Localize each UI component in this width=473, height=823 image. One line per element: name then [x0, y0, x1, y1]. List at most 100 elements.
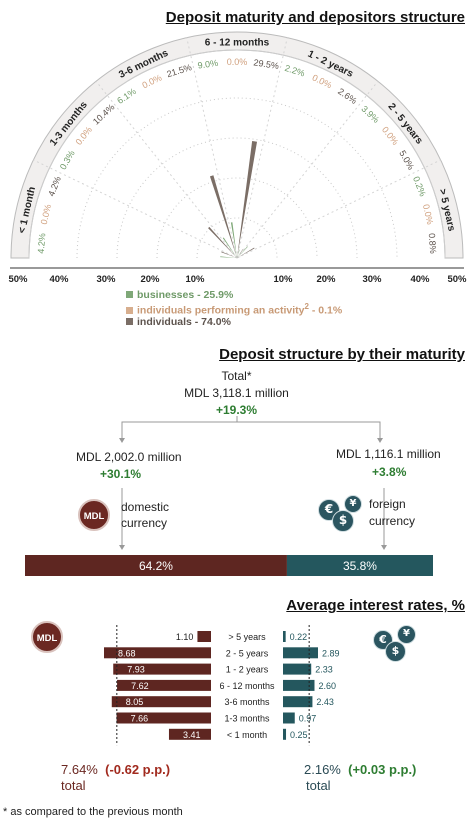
mdl-rate-bar	[117, 679, 211, 691]
total-change: +19.3%	[215, 403, 258, 417]
value-label: 0.0%	[227, 57, 248, 67]
domestic-label-line1: domestic	[121, 500, 170, 514]
legend-label-businesses: businesses - 25.9%	[137, 289, 234, 301]
yen-icon-2: ¥	[397, 625, 416, 644]
value-label: 0.8%	[427, 233, 439, 254]
grid-arc-20	[156, 177, 318, 259]
fx-rate-label: 0.97	[299, 714, 317, 724]
fx-rate-label: 0.22	[290, 632, 308, 642]
fx-rate-label: 2.60	[318, 681, 336, 691]
rate-category-label: 6 - 12 months	[219, 681, 275, 691]
tick-label: 40%	[49, 274, 69, 285]
fx-rate-bar	[283, 663, 312, 675]
tick-label: 30%	[96, 274, 116, 285]
bar-businesses	[237, 249, 240, 258]
legend-businesses: businesses - 25.9%	[126, 289, 233, 301]
grid-arc-10	[196, 217, 278, 259]
domestic-change: +30.1%	[100, 467, 142, 481]
rates-title: Average interest rates, %	[286, 597, 465, 614]
mdl-total-change: 7.64% (-0.62 p.p.)	[61, 762, 170, 777]
rate-category-label: 2 - 5 years	[226, 648, 269, 658]
tick-label: 10%	[273, 274, 293, 285]
tick-label: 50%	[447, 274, 467, 285]
tick-label: 40%	[410, 274, 430, 285]
mdl-rates-icon: MDL	[31, 621, 63, 653]
mdl-rate-bar	[113, 663, 211, 675]
grid-arc-30	[116, 137, 358, 259]
value-label: 0.0%	[39, 203, 53, 225]
currency-share-bar: 64.2% 35.8%	[25, 555, 433, 576]
legend-individuals-activity: individuals performing an activity2 - 0.…	[126, 302, 342, 317]
bar-individuals	[237, 249, 244, 258]
rate-category-label: 1 - 2 years	[226, 665, 269, 675]
fx-rate-label: 0.25	[290, 730, 308, 740]
bar-individuals	[237, 140, 258, 258]
mdl-rate-label: 7.93	[127, 665, 145, 675]
mdl-rate-label: 7.62	[131, 681, 149, 691]
foreign-label-line2: currency	[369, 514, 416, 528]
legend-label-individuals: individuals - 74.0%	[137, 316, 231, 328]
share-label: 64.2%	[139, 559, 173, 573]
footnote: * as compared to the previous month	[3, 806, 183, 818]
fx-total-value: 2.16%	[304, 762, 341, 777]
value-label: 29.5%	[253, 57, 280, 71]
bar-individuals	[208, 226, 237, 258]
share-segment-foreign	[286, 555, 433, 576]
mdl-rate-label: 7.66	[131, 714, 149, 724]
legend-label-individuals-activity: individuals performing an activity	[137, 304, 305, 317]
fx-total-change: 2.16% (+0.03 p.p.)	[304, 762, 416, 777]
legend-swatch-businesses	[126, 291, 133, 298]
share-label: 35.8%	[343, 559, 377, 573]
fx-change-value: (+0.03 p.p.)	[348, 762, 417, 777]
domestic-value: MDL 2,002.0 million	[76, 450, 182, 464]
connector-lines	[119, 416, 387, 550]
structure-title: Deposit structure by their maturity	[219, 346, 465, 363]
fx-total-word: total	[306, 778, 331, 793]
value-label: 4.2%	[36, 233, 48, 254]
legend-swatch-individuals-activity	[126, 306, 133, 314]
rate-category-label: 1-3 months	[224, 714, 270, 724]
category-label: 6 - 12 months	[205, 38, 270, 49]
tick-label: 10%	[185, 274, 205, 285]
mdl-rate-label: 1.10	[176, 632, 194, 642]
inner-arc	[28, 49, 446, 259]
foreign-change: +3.8%	[372, 465, 407, 479]
tick-label: 20%	[140, 274, 160, 285]
mdl-rate-bar	[197, 631, 211, 642]
interest-rates-chart: 1.10 0.22 > 5 years 8.68 2.89 2 - 5 years 7.93…	[104, 625, 340, 746]
dollar-icon-2: $	[385, 641, 406, 662]
bar-individuals	[221, 251, 237, 258]
bar-individuals	[237, 247, 255, 258]
mdl-total-value: 7.64%	[61, 762, 98, 777]
fx-rate-bar	[283, 631, 286, 642]
mdl-rate-label: 8.68	[118, 648, 136, 658]
tick-label: 20%	[316, 274, 336, 285]
bar-businesses	[237, 246, 248, 258]
yen-icon: ¥	[344, 495, 362, 513]
rate-category-label: > 5 years	[228, 632, 266, 642]
fx-rate-bar	[283, 728, 287, 740]
fx-rate-label: 2.33	[315, 665, 333, 675]
radial-chart: 50% 40% 30% 20% 10% 10% 20% 30% 40% 50%< 1 month1…	[8, 31, 467, 285]
dollar-icon: $	[332, 510, 354, 532]
legend-individuals: individuals - 74.0%	[126, 316, 231, 328]
fx-rate-bar	[283, 647, 318, 659]
bar-individuals	[209, 175, 237, 258]
rate-category-label: 3-6 months	[224, 697, 270, 707]
mdl-rate-bar	[168, 728, 211, 740]
tick-label: 50%	[8, 274, 28, 285]
value-label: 0.0%	[421, 203, 435, 225]
share-segment-domestic	[25, 555, 287, 576]
mdl-rate-bar	[104, 647, 211, 659]
mdl-rate-label: 8.05	[126, 697, 144, 707]
bar-businesses	[222, 237, 237, 258]
mdl-change-value: (-0.62 p.p.)	[105, 762, 171, 777]
tick-label: 30%	[362, 274, 382, 285]
value-label: 9.0%	[197, 58, 219, 71]
total-label: Total*	[221, 369, 252, 383]
fx-rate-label: 2.89	[322, 648, 340, 658]
legend-superscript: 2	[304, 302, 309, 311]
mdl-currency-icon: MDL	[78, 499, 110, 531]
fx-rate-bar	[283, 679, 315, 691]
bar-businesses	[235, 257, 237, 258]
